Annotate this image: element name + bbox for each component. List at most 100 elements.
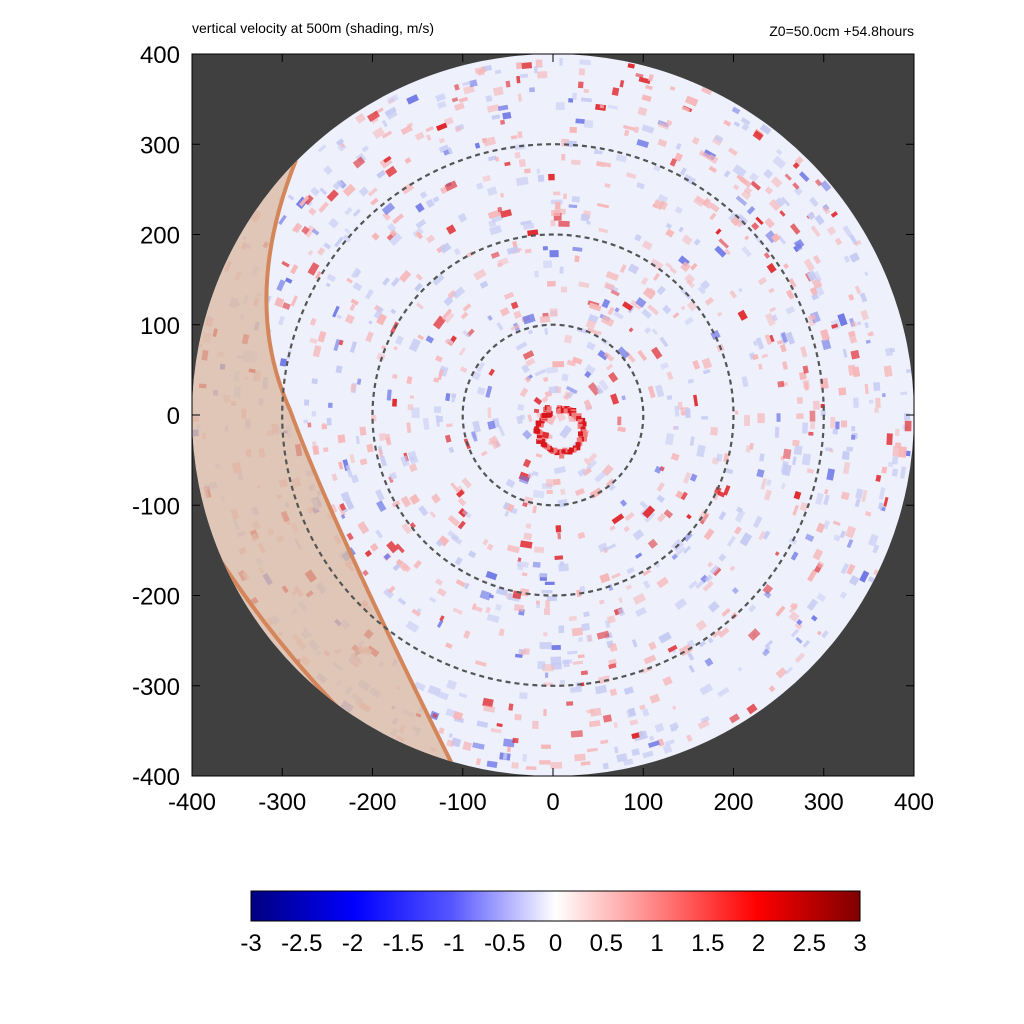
field-cell bbox=[812, 400, 820, 410]
eyewall-cell bbox=[538, 421, 544, 427]
field-cell bbox=[598, 379, 609, 391]
field-cell bbox=[307, 422, 312, 428]
field-cell bbox=[525, 357, 536, 367]
field-cell bbox=[281, 260, 290, 268]
field-cell bbox=[335, 365, 343, 374]
field-cell bbox=[580, 670, 589, 676]
field-cell bbox=[325, 282, 331, 288]
field-cell bbox=[678, 226, 684, 233]
field-cell bbox=[541, 590, 553, 594]
field-cell bbox=[364, 549, 372, 558]
eyewall-cell bbox=[577, 423, 583, 429]
colorbar-tick-label: -0.5 bbox=[484, 930, 525, 957]
field-cell bbox=[834, 237, 843, 246]
eyewall-cell bbox=[546, 406, 552, 412]
field-cell bbox=[415, 218, 427, 229]
field-cell bbox=[812, 270, 823, 283]
field-cell bbox=[525, 766, 537, 771]
field-cell bbox=[669, 158, 678, 167]
field-cell bbox=[701, 416, 708, 420]
field-cell bbox=[815, 522, 826, 534]
field-cell bbox=[436, 619, 444, 628]
field-cell bbox=[437, 535, 450, 547]
field-cell bbox=[371, 117, 379, 124]
field-cell bbox=[304, 399, 310, 406]
field-cell bbox=[451, 97, 459, 103]
field-cell bbox=[680, 491, 688, 501]
field-cell bbox=[385, 437, 391, 444]
eyewall-cell bbox=[576, 413, 582, 419]
field-cell bbox=[328, 217, 339, 229]
field-cell bbox=[631, 639, 638, 648]
field-cell bbox=[350, 298, 359, 306]
field-cell bbox=[579, 59, 591, 66]
field-cell bbox=[740, 117, 751, 126]
field-cell bbox=[490, 728, 502, 734]
field-cell bbox=[541, 744, 551, 749]
field-cell bbox=[578, 281, 590, 289]
field-cell bbox=[361, 145, 369, 153]
field-cell bbox=[373, 306, 384, 320]
field-cell bbox=[481, 137, 488, 144]
field-cell bbox=[532, 471, 539, 477]
field-cell bbox=[665, 433, 675, 446]
field-cell bbox=[439, 186, 448, 195]
field-cell bbox=[674, 426, 679, 430]
field-cell bbox=[681, 105, 691, 113]
field-cell bbox=[555, 525, 562, 533]
field-cell bbox=[736, 174, 748, 185]
field-cell bbox=[739, 532, 753, 547]
field-cell bbox=[665, 228, 675, 238]
field-cell bbox=[803, 258, 815, 272]
field-cell bbox=[381, 202, 396, 216]
field-cell bbox=[434, 406, 442, 413]
field-cell bbox=[453, 83, 460, 91]
field-cell bbox=[672, 312, 680, 319]
field-cell bbox=[774, 551, 780, 556]
field-cell bbox=[774, 426, 780, 438]
field-cell bbox=[609, 525, 616, 531]
field-cell bbox=[552, 478, 561, 486]
field-cell bbox=[422, 417, 430, 431]
field-cell bbox=[503, 291, 515, 300]
field-cell bbox=[400, 124, 413, 135]
field-cell bbox=[390, 308, 397, 315]
field-cell bbox=[729, 565, 736, 572]
field-cell bbox=[437, 369, 444, 381]
field-cell bbox=[757, 413, 765, 424]
field-cell bbox=[583, 457, 592, 467]
field-cell bbox=[717, 686, 730, 698]
field-cell bbox=[850, 434, 856, 440]
eyewall-cell bbox=[560, 408, 566, 414]
field-cell bbox=[906, 368, 912, 374]
field-cell bbox=[303, 419, 309, 424]
field-cell bbox=[597, 330, 603, 336]
field-cell bbox=[744, 186, 753, 195]
field-cell bbox=[653, 164, 661, 172]
field-cell bbox=[697, 719, 710, 730]
field-cell bbox=[784, 173, 792, 181]
field-cell bbox=[723, 170, 731, 178]
field-cell bbox=[649, 693, 661, 704]
field-cell bbox=[662, 676, 673, 687]
field-cell bbox=[389, 232, 403, 246]
field-cell bbox=[674, 598, 688, 610]
field-cell bbox=[610, 393, 620, 405]
field-cell bbox=[867, 576, 875, 583]
field-cell bbox=[485, 95, 493, 103]
field-cell bbox=[435, 93, 446, 102]
field-cell bbox=[331, 503, 338, 513]
field-cell bbox=[558, 563, 569, 572]
field-cell bbox=[516, 75, 521, 84]
field-cell bbox=[665, 119, 673, 126]
field-cell bbox=[545, 366, 559, 374]
field-cell bbox=[550, 761, 563, 769]
field-cell bbox=[506, 746, 511, 752]
colorbar-tick-label: 3 bbox=[853, 930, 866, 957]
field-cell bbox=[877, 502, 884, 510]
field-cell bbox=[445, 393, 451, 402]
field-cell bbox=[522, 753, 528, 762]
field-cell bbox=[632, 593, 647, 605]
field-cell bbox=[772, 155, 787, 170]
field-cell bbox=[577, 637, 584, 643]
